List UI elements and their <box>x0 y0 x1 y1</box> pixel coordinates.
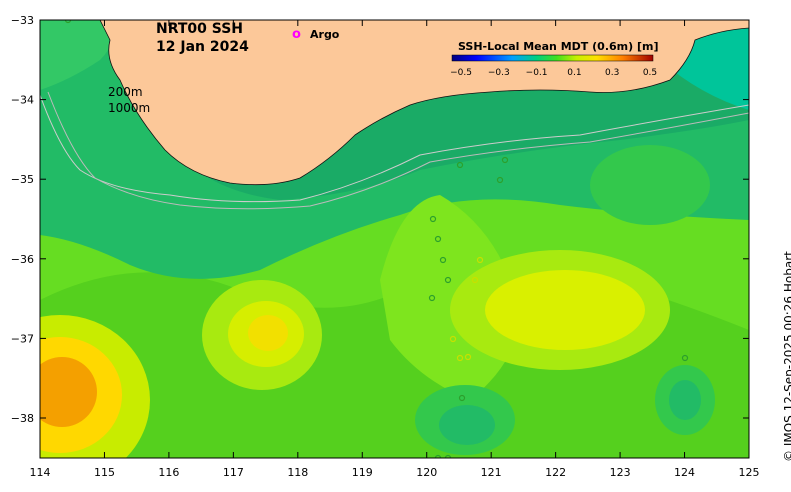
x-tick-label: 121 <box>481 466 502 479</box>
x-tick-label: 124 <box>674 466 695 479</box>
x-tick-label: 114 <box>30 466 51 479</box>
x-axis: 114 115 116 117 118 119 120 121 122 123 124 125 <box>30 20 760 479</box>
y-tick-label: −35 <box>11 173 34 186</box>
y-axis: −33 −34 −35 −36 −37 −38 <box>11 14 749 425</box>
isobath-label-1000m: 1000m <box>108 101 150 115</box>
y-tick-label: −37 <box>11 332 34 345</box>
map-field <box>40 20 749 458</box>
x-tick-label: 123 <box>610 466 631 479</box>
y-tick-label: −33 <box>11 14 34 27</box>
x-tick-label: 116 <box>158 466 179 479</box>
x-tick-label: 117 <box>223 466 244 479</box>
eddy-west-core <box>248 315 288 351</box>
isobath-1000m <box>47 91 749 210</box>
isobath-200m <box>40 94 749 203</box>
colorbar-tick-label: 0.3 <box>605 68 619 78</box>
argo-legend-label: Argo <box>310 28 340 41</box>
eddy-southeast-core <box>669 380 701 420</box>
credit-text: © IMOS 12-Sep-2025 00:26 Hobart <box>782 251 791 462</box>
x-tick-label: 118 <box>287 466 308 479</box>
map-title-line1: NRT00 SSH <box>156 21 243 37</box>
eddy-east-core <box>485 270 645 350</box>
east-teal <box>560 20 749 110</box>
y-tick-label: −38 <box>11 412 34 425</box>
eddy-east-shelf <box>590 145 710 225</box>
plot-frame <box>39 19 750 459</box>
x-tick-label: 115 <box>94 466 115 479</box>
y-tick-label: −36 <box>11 253 34 266</box>
x-tick-label: 125 <box>739 466 760 479</box>
isobath-label-200m: 200m <box>108 85 143 99</box>
colorbar-tick-label: 0.1 <box>567 68 581 78</box>
eddy-south-core <box>439 405 495 445</box>
colorbar <box>451 54 654 62</box>
west-teal <box>40 20 114 90</box>
x-tick-label: 119 <box>352 466 373 479</box>
x-tick-label: 120 <box>416 466 437 479</box>
argo-legend-marker: o <box>292 27 301 42</box>
colorbar-tick-label: −0.5 <box>450 68 472 78</box>
argo-float-markers <box>58 20 689 458</box>
colorbar-ticks: −0.5 −0.3 −0.1 0.1 0.3 0.5 <box>450 68 657 78</box>
colorbar-tick-label: 0.5 <box>643 68 657 78</box>
colorbar-title: SSH-Local Mean MDT (0.6m) [m] <box>458 40 658 53</box>
y-tick-label: −34 <box>11 94 34 107</box>
x-tick-label: 122 <box>545 466 566 479</box>
map-title-line2: 12 Jan 2024 <box>156 39 249 55</box>
eddy-sw-core <box>40 357 97 427</box>
colorbar-tick-label: −0.3 <box>488 68 510 78</box>
colorbar-tick-label: −0.1 <box>526 68 548 78</box>
